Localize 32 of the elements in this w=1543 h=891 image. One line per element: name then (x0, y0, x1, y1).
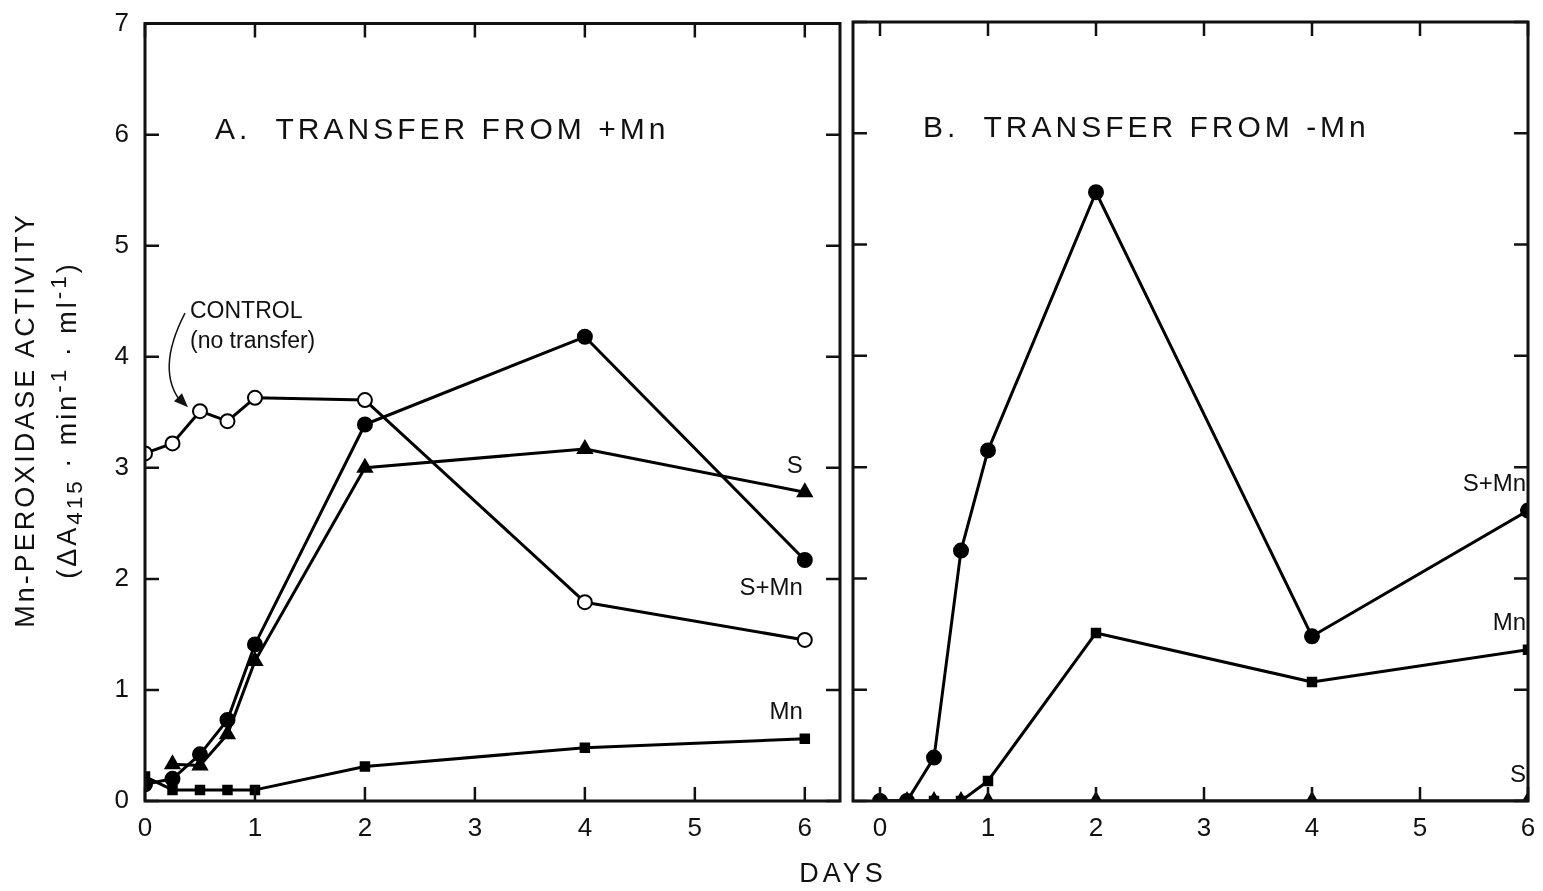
x-tick-label: 0 (137, 811, 153, 842)
x-tick-label: 6 (1520, 811, 1536, 842)
x-tick-label: 1 (247, 811, 263, 842)
x-axis-title: DAYS (799, 858, 887, 889)
text: B. TRANSFER FROM -Mn (923, 110, 1370, 143)
y-tick-label: 6 (114, 117, 129, 148)
series-label: Mn (1492, 608, 1526, 636)
series-label: S (786, 450, 803, 478)
series-label: S+Mn (739, 572, 803, 600)
x-tick-label: 4 (1304, 811, 1320, 842)
series-label: Mn (769, 697, 803, 725)
y-tick-label: 4 (114, 339, 129, 370)
x-tick-label: 6 (797, 811, 813, 842)
y-tick-label: 0 (114, 784, 129, 815)
y-tick-label: 3 (114, 451, 129, 481)
text: A. TRANSFER FROM +Mn (215, 111, 670, 145)
x-tick-label: 3 (1196, 811, 1212, 842)
x-tick-label: 5 (1412, 811, 1428, 842)
y-tick-label: 5 (114, 228, 129, 259)
x-tick-label: 5 (687, 811, 703, 842)
x-tick-label: 1 (980, 811, 996, 842)
x-tick-label: 4 (577, 811, 593, 842)
x-tick-label: 3 (467, 811, 483, 842)
annotation: CONTROL (no transfer) (189, 296, 316, 353)
y-tick-label: 2 (114, 562, 129, 593)
x-tick-label: 0 (872, 811, 888, 842)
y-tick-label: 7 (114, 6, 129, 37)
x-tick-label: 2 (357, 811, 373, 842)
series-label: S+Mn (1462, 469, 1526, 497)
x-tick-label: 2 (1088, 811, 1104, 842)
series-label: S (1509, 759, 1526, 787)
y-tick-label: 1 (114, 673, 129, 704)
